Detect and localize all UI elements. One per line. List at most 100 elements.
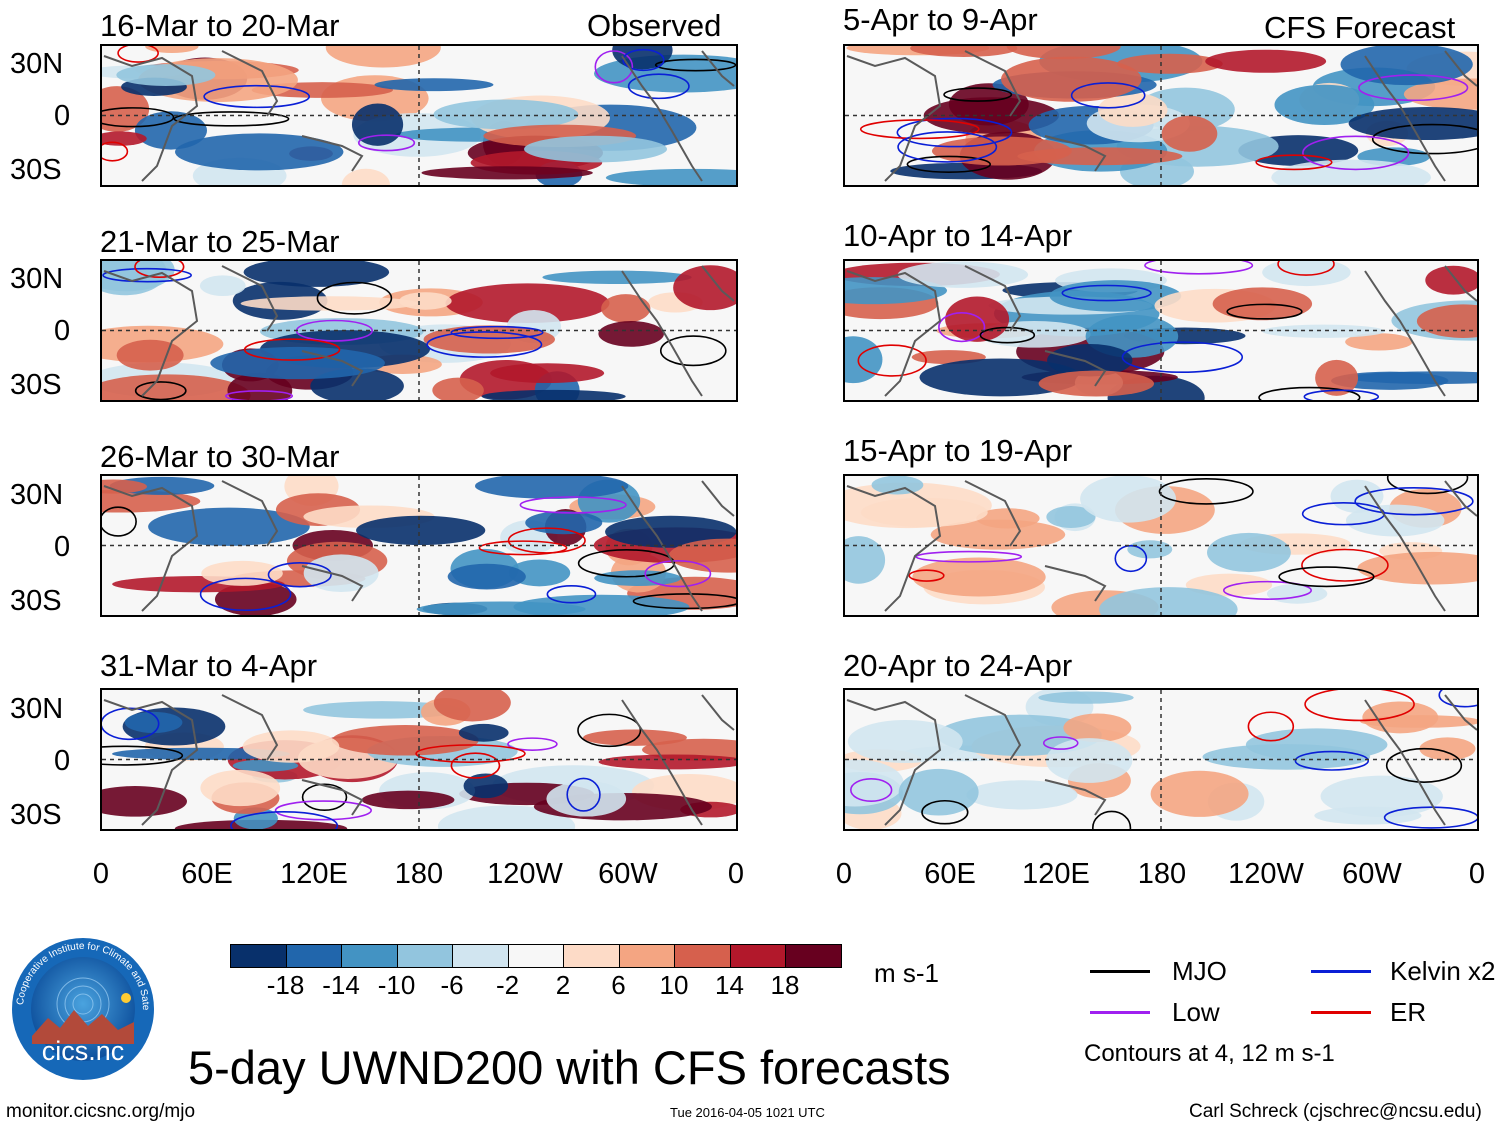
contour-line bbox=[1121, 341, 1244, 374]
lon-label-180: 180 bbox=[394, 858, 444, 890]
coastline bbox=[701, 694, 735, 731]
contour-line bbox=[1061, 284, 1152, 302]
panel-title-obs-4: 31-Mar to 4-Apr bbox=[100, 648, 318, 683]
easterly-anomaly bbox=[1099, 587, 1238, 615]
westerly-anomaly bbox=[445, 283, 610, 324]
lon-label-180: 180 bbox=[1137, 858, 1187, 890]
map-panel-obs-3 bbox=[100, 474, 738, 617]
colorbar-tick-label: 10 bbox=[659, 970, 689, 1000]
lat-label-eq: 0 bbox=[54, 531, 71, 563]
coastline bbox=[621, 699, 703, 826]
westerly-anomaly bbox=[598, 321, 664, 347]
easterly-anomaly bbox=[232, 759, 299, 772]
westerly-anomaly bbox=[490, 363, 605, 384]
cics-logo[interactable]: Cooperative Institute for Climate and Sa… bbox=[7, 928, 156, 1082]
easterly-anomaly bbox=[303, 554, 379, 592]
lat-label-30n: 30N bbox=[10, 263, 64, 295]
westerly-anomaly bbox=[1425, 265, 1477, 295]
lon-label-120e: 120E bbox=[1022, 858, 1090, 890]
easterly-anomaly bbox=[966, 780, 1078, 810]
easterly-anomaly bbox=[1045, 738, 1133, 783]
contour-line bbox=[173, 111, 290, 127]
lon-label-0: 0 bbox=[1468, 858, 1486, 890]
westerly-anomaly bbox=[361, 790, 455, 810]
contour-line bbox=[1042, 736, 1079, 750]
easterly-anomaly bbox=[1330, 479, 1384, 513]
easterly-anomaly bbox=[199, 275, 246, 297]
contour-line bbox=[1386, 476, 1469, 495]
contour-line bbox=[507, 737, 558, 751]
panel-title-fc-3: 15-Apr to 19-Apr bbox=[843, 433, 1073, 468]
panel-title-fc-4: 20-Apr to 24-Apr bbox=[843, 648, 1073, 683]
contour-line bbox=[897, 131, 998, 163]
easterly-anomaly bbox=[1262, 324, 1386, 338]
contour-line bbox=[627, 73, 690, 100]
contour-line bbox=[1358, 74, 1469, 102]
lat-label-30s: 30S bbox=[10, 799, 62, 831]
westerly-anomaly bbox=[1001, 56, 1142, 102]
easterly-anomaly bbox=[871, 476, 924, 495]
westerly-anomaly bbox=[421, 166, 593, 180]
easterly-anomaly bbox=[1347, 371, 1477, 385]
contour-line bbox=[896, 117, 1013, 148]
contour-line bbox=[566, 777, 601, 812]
coastline bbox=[846, 485, 942, 612]
lon-label-0: 0 bbox=[727, 858, 745, 890]
coastline bbox=[1364, 270, 1446, 397]
easterly-anomaly bbox=[897, 261, 1029, 288]
contour-line bbox=[1258, 386, 1361, 400]
westerly-anomaly bbox=[930, 519, 1066, 550]
lon-label-120w: 120W bbox=[1228, 858, 1304, 890]
easterly-anomaly bbox=[847, 720, 963, 764]
easterly-anomaly bbox=[116, 64, 216, 86]
footer-url[interactable]: monitor.cicsnc.org/mjo bbox=[6, 1101, 196, 1122]
coastline bbox=[1444, 265, 1477, 302]
coastline bbox=[964, 265, 1022, 332]
westerly-anomaly bbox=[1315, 359, 1359, 396]
contour-line bbox=[1255, 154, 1333, 171]
easterly-anomaly bbox=[605, 515, 736, 548]
coastline bbox=[301, 779, 364, 816]
lon-label-60e: 60E bbox=[924, 858, 976, 890]
contour-line bbox=[134, 381, 187, 400]
contour-line bbox=[908, 569, 945, 582]
contour-line bbox=[1278, 566, 1375, 588]
contour-line bbox=[301, 783, 348, 811]
colorbar-swatch bbox=[507, 944, 564, 968]
contour-line bbox=[857, 344, 927, 377]
panel-title-obs-3: 26-Mar to 30-Mar bbox=[100, 439, 340, 474]
coastline bbox=[964, 480, 1022, 547]
logo-text: cics.nc bbox=[42, 1036, 125, 1066]
lon-label-60w: 60W bbox=[598, 858, 658, 890]
westerly-anomaly bbox=[331, 725, 479, 756]
colorbar-tick-label: -2 bbox=[495, 970, 520, 1000]
lat-label-eq: 0 bbox=[54, 745, 71, 777]
lon-label-60w: 60W bbox=[1342, 858, 1402, 890]
westerly-anomaly bbox=[1419, 737, 1476, 761]
contour-line bbox=[102, 141, 129, 162]
westerly-anomaly bbox=[242, 730, 340, 763]
colorbar-swatch bbox=[563, 944, 620, 968]
easterly-anomaly bbox=[1320, 775, 1443, 818]
easterly-anomaly bbox=[1202, 744, 1371, 770]
coastline bbox=[221, 50, 279, 117]
contour-line bbox=[1070, 82, 1146, 109]
colorbar-swatch bbox=[618, 944, 675, 968]
colorbar-swatch bbox=[452, 944, 509, 968]
westerly-anomaly bbox=[1017, 147, 1183, 166]
contour-line bbox=[134, 261, 185, 279]
footer-author[interactable]: Carl Schreck (cjschrec@ncsu.edu) bbox=[1189, 1101, 1482, 1122]
easterly-anomaly bbox=[1345, 504, 1445, 537]
coastline bbox=[103, 270, 199, 397]
westerly-anomaly bbox=[423, 325, 555, 354]
easterly-anomaly bbox=[525, 511, 603, 535]
easterly-anomaly bbox=[1127, 540, 1173, 559]
easterly-anomaly bbox=[542, 270, 692, 285]
contour-line bbox=[915, 550, 1023, 563]
contour-line bbox=[594, 50, 634, 84]
contour-line bbox=[1247, 711, 1295, 742]
coastline bbox=[301, 565, 364, 602]
colorbar-swatch bbox=[230, 944, 287, 968]
coastline bbox=[621, 270, 703, 397]
westerly-anomaly bbox=[201, 560, 283, 586]
